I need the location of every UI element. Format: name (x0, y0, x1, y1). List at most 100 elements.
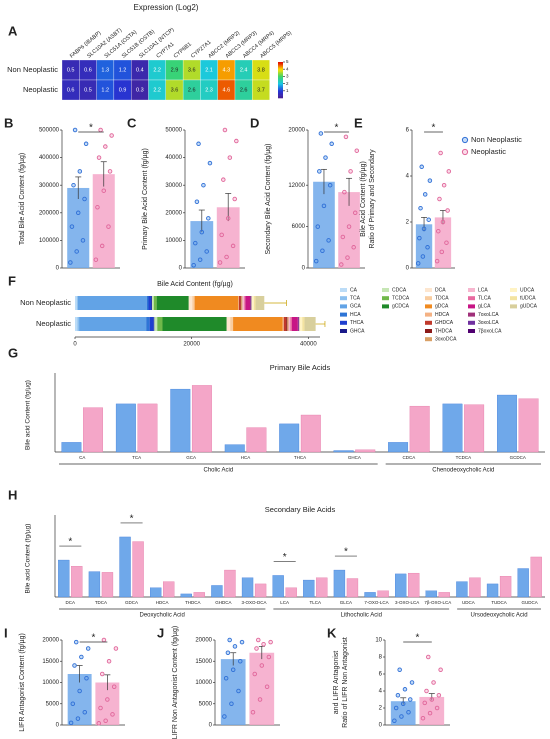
data-point (439, 249, 445, 255)
bar (115, 403, 136, 453)
data-point (107, 169, 113, 174)
data-point (429, 697, 435, 702)
bar (390, 701, 416, 725)
legend-label: gUDCA (520, 304, 538, 310)
bar-segment (75, 317, 78, 331)
bar (517, 568, 529, 598)
x-tick-label: TUDCA (491, 600, 507, 605)
bar (95, 682, 120, 725)
x-tick-label: CDCA (403, 455, 416, 460)
data-point (351, 245, 356, 250)
bar-segment (290, 317, 292, 331)
data-point (238, 659, 243, 664)
colorbar-step (278, 90, 283, 93)
legend-label: GHCA (350, 328, 365, 334)
data-point (193, 240, 198, 246)
legend-swatch (340, 288, 347, 292)
cell-label: 0.5 (84, 87, 92, 93)
data-point (441, 182, 447, 188)
legend-label: LCA (478, 287, 488, 293)
legend-label: CA (350, 287, 358, 293)
x-tick-label: 20000 (183, 342, 200, 348)
data-point (98, 127, 103, 133)
data-point (437, 196, 442, 202)
bar (442, 403, 463, 453)
data-point (113, 646, 119, 651)
bar (434, 217, 452, 268)
bar (438, 592, 450, 598)
data-point (99, 243, 105, 249)
bar (190, 221, 214, 268)
data-point (417, 235, 422, 241)
data-point (352, 210, 358, 216)
bar (285, 587, 297, 598)
colorbar-step (278, 71, 283, 74)
bar-segment (297, 317, 299, 331)
data-point (424, 688, 429, 694)
cell-label: 4.6 (223, 87, 231, 93)
legend-swatch (340, 304, 347, 309)
legend-marker (461, 136, 469, 144)
row-label: Neoplastic (23, 85, 58, 94)
bar-segment (152, 296, 154, 310)
data-point (239, 639, 245, 645)
data-point (420, 254, 426, 259)
data-point (339, 262, 344, 267)
y-axis-label: Bile acid Content (fg/µg) (25, 524, 32, 594)
data-point (252, 671, 257, 677)
data-point (446, 169, 452, 174)
data-point (75, 210, 81, 216)
colorbar-step (278, 72, 283, 75)
y-axis-label: Bile acid Content (fg/µg) (25, 380, 32, 450)
data-point (225, 650, 231, 656)
data-point (105, 697, 110, 702)
legend-label: 7oxoLCA (478, 312, 499, 318)
data-point (318, 131, 324, 136)
colorbar-step (278, 96, 283, 99)
bar (408, 572, 420, 598)
data-point (440, 219, 446, 225)
y-tick-label: 50000 (165, 128, 182, 134)
data-point (230, 667, 236, 673)
bar-segment (162, 317, 227, 331)
bar-segment (157, 317, 163, 331)
data-point (256, 637, 261, 643)
data-point (232, 196, 237, 202)
x-tick-label: HDCA (156, 600, 169, 605)
legend-label: DCA (435, 287, 446, 293)
bar (101, 572, 114, 598)
bar (530, 556, 542, 598)
data-point (95, 205, 100, 210)
data-point (436, 228, 441, 234)
bar-segment (230, 317, 234, 331)
data-point (422, 700, 427, 706)
x-tick-label: THCA (294, 455, 306, 460)
bar (220, 659, 246, 725)
x-tick-label: 3-OXO-LCA (395, 600, 419, 605)
y-tick-label: 4 (379, 689, 383, 695)
bar (246, 427, 267, 453)
bar-segment (292, 317, 298, 331)
bar-segment (238, 296, 239, 310)
legend-swatch (468, 312, 475, 317)
legend-swatch (425, 296, 432, 301)
legend-label: gLCA (478, 304, 491, 310)
panel-label: H (8, 487, 17, 502)
data-point (194, 199, 200, 205)
bar (163, 581, 175, 598)
data-point (395, 693, 401, 698)
data-point (345, 255, 350, 260)
legend-label: gCDCA (392, 304, 410, 310)
legend-swatch (510, 288, 517, 292)
cell-label: 3.6 (171, 87, 179, 93)
bar-segment (240, 296, 242, 310)
cell-label: 2.9 (171, 67, 179, 73)
colorbar-step (278, 92, 283, 94)
data-point (191, 262, 196, 268)
cell-label: 1.2 (101, 87, 109, 93)
legend-label: TCA (350, 296, 361, 302)
bar (241, 577, 254, 598)
y-tick-label: 10000 (165, 238, 182, 244)
y-tick-label: 500000 (39, 128, 60, 134)
y-tick-label: 0 (179, 266, 183, 272)
